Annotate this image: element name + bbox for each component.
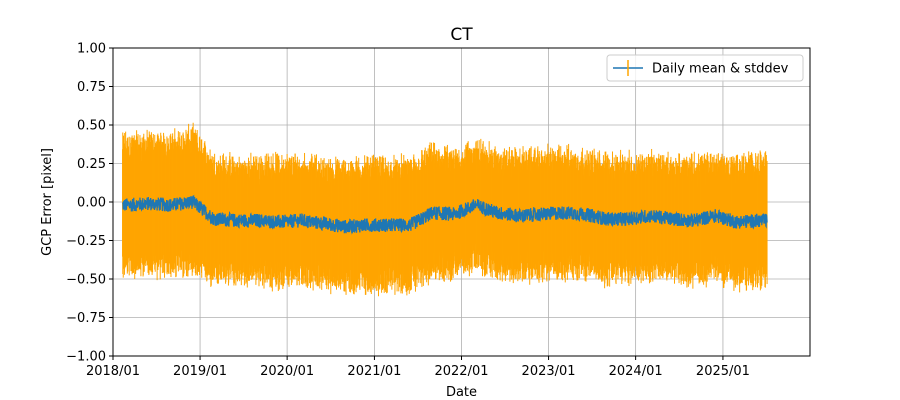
mean-line [122,194,768,235]
y-tick-label: −0.75 [66,311,106,326]
x-tick-label: 2023/01 [522,364,576,379]
x-tick-label: 2019/01 [173,364,227,379]
chart-title: CT [450,25,473,45]
x-tick-label: 2020/01 [260,364,314,379]
y-tick-label: 0.75 [77,80,106,95]
x-axis: 2018/01 2019/01 2020/01 2021/01 2022/01 2023/… [86,356,750,379]
x-tick-label: 2018/01 [86,364,140,379]
y-tick-label: −0.50 [66,273,106,288]
x-tick-label: 2024/01 [609,364,663,379]
legend: Daily mean & stddev [606,54,804,82]
y-tick-label: 0.25 [77,157,106,172]
legend-box [606,54,804,82]
y-tick-label: 0.00 [77,196,106,211]
x-tick-label: 2022/01 [434,364,488,379]
x-tick-label: 2021/01 [347,364,401,379]
x-axis-label: Date [446,385,477,400]
y-tick-label: 1.00 [77,42,106,57]
y-axis-label: GCP Error [pixel] [40,148,55,256]
y-tick-label: 0.50 [77,119,106,134]
legend-entry: Daily mean & stddev [652,62,789,77]
y-tick-label: −1.00 [66,350,106,365]
y-tick-label: −0.25 [66,234,106,249]
x-tick-label: 2025/01 [696,364,750,379]
y-axis: 1.00 0.75 0.50 0.25 0.00 −0.25 −0.50 −0.75 −1.00 [66,42,113,365]
mean-line-layer [122,194,768,235]
